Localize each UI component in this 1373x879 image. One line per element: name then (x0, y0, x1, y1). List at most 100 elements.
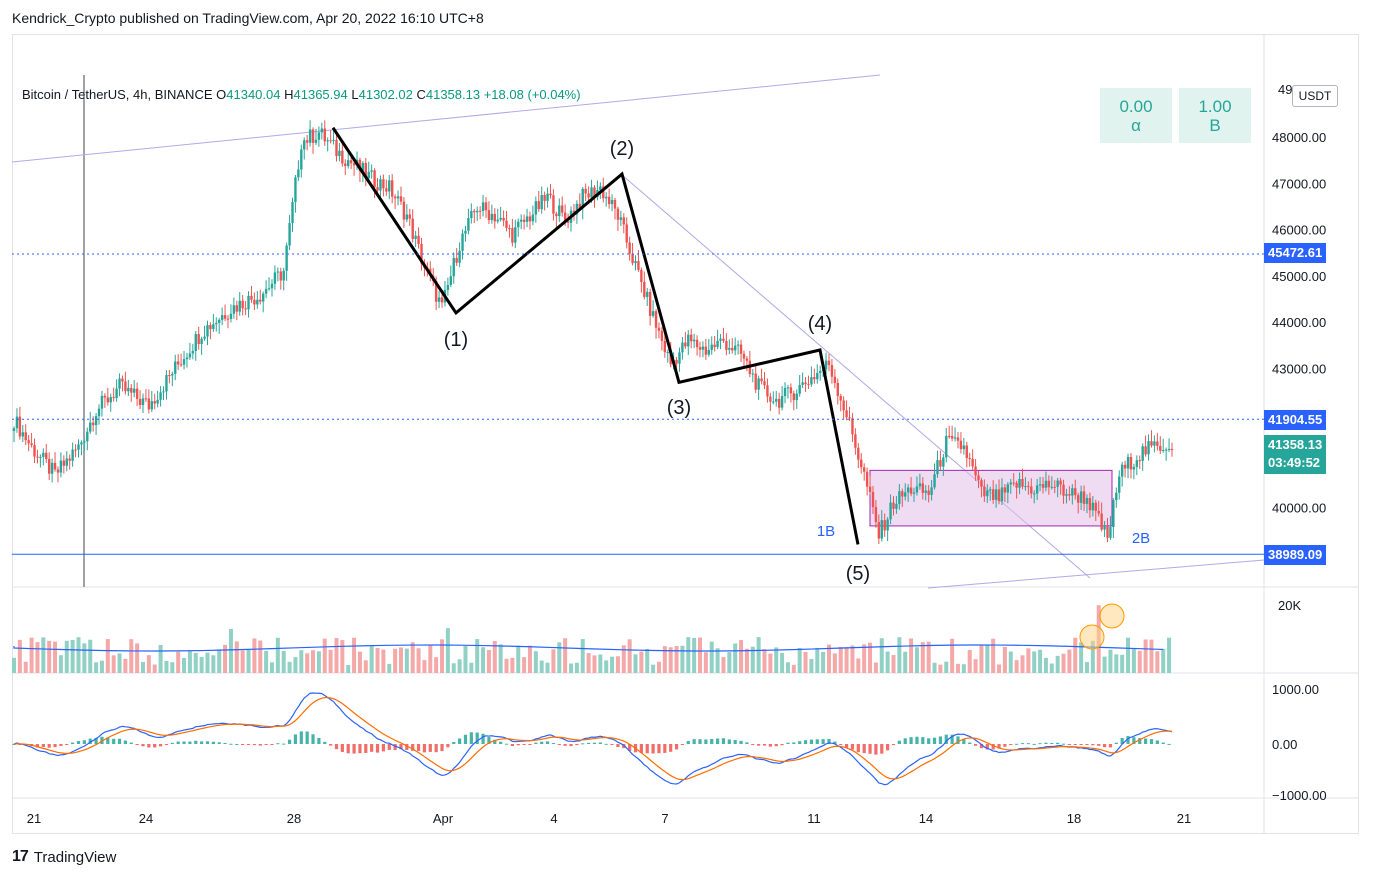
macd-histogram-bar (287, 739, 292, 744)
macd-histogram-bar (135, 744, 139, 745)
legend-close: 41358.13 (425, 87, 481, 102)
candle-body (135, 388, 139, 399)
candle-body (496, 219, 499, 222)
candle-body (115, 388, 118, 399)
candle-body (953, 437, 957, 439)
macd-histogram-bar (1061, 743, 1066, 745)
candle-body (235, 305, 239, 312)
candle-body (745, 358, 749, 361)
candle-body (918, 483, 922, 487)
candle-body (1162, 450, 1165, 452)
volume-bar (58, 655, 63, 673)
chart-text-layer: 48000.00 47000.00 46000.00 45000.00 44000.00… (27, 82, 1327, 826)
macd-histogram-bar (862, 744, 866, 754)
candle-body (933, 474, 936, 488)
macd-histogram-bar (1102, 744, 1107, 748)
candle-body (1088, 498, 1092, 511)
macd-histogram-bar (803, 740, 808, 744)
candle-body (417, 235, 420, 244)
candle-body (109, 397, 112, 403)
volume-bar (504, 658, 509, 673)
candle-body (989, 489, 992, 491)
macd-histogram-bar (1132, 737, 1136, 744)
macd-histogram-bar (47, 744, 51, 748)
volume-bar (569, 663, 574, 673)
volume-bar (709, 641, 714, 673)
candle-body (707, 350, 710, 355)
candle-body (218, 319, 221, 323)
wave-label: (4) (808, 313, 832, 335)
candle-body (250, 295, 253, 300)
candle-body (561, 205, 564, 213)
macd-histogram-bar (381, 744, 385, 752)
tradingview-footer[interactable]: 17 TradingView (12, 848, 116, 866)
legend-high-label: H (284, 87, 294, 102)
candle-body (889, 502, 892, 520)
candle-body (232, 305, 236, 314)
candle-body (185, 357, 189, 360)
macd-histogram-bar (1161, 742, 1165, 744)
volume-bar (680, 645, 685, 673)
volume-bar (920, 642, 925, 673)
macd-histogram-bar (610, 744, 614, 746)
macd-histogram-bar (1067, 744, 1071, 745)
macd-histogram-bar (639, 744, 643, 753)
candle-body (807, 384, 810, 386)
volume-bar (522, 657, 527, 673)
price-axis-tick: 40000.00 (1272, 500, 1326, 515)
candle-body (323, 128, 326, 142)
macd-histogram-bar (780, 744, 784, 746)
macd-histogram-bar (340, 744, 344, 752)
volume-bar (363, 660, 368, 673)
volume-bar (698, 637, 703, 673)
candle-body (511, 228, 514, 243)
candle-body (1164, 449, 1168, 451)
volume-bar (240, 650, 245, 673)
candle-body (42, 452, 45, 457)
candle-body (470, 210, 473, 219)
candle-body (45, 452, 48, 459)
macd-histogram-bar (657, 744, 661, 754)
candle-body (871, 492, 875, 508)
legend-low-label: L (351, 87, 359, 102)
macd-histogram-bar (598, 742, 602, 744)
candle-body (517, 221, 520, 228)
macd-histogram-bar (698, 739, 702, 744)
volume-bar (1120, 654, 1125, 673)
candle-body (24, 432, 27, 441)
macd-histogram-bar (323, 741, 327, 744)
macd-histogram-bar (428, 744, 432, 752)
macd-histogram-bar (1085, 744, 1089, 745)
volume-bar (762, 649, 767, 673)
candle-body (798, 384, 801, 394)
macd-histogram-bar (352, 744, 356, 754)
candle-body (47, 458, 51, 474)
volume-bar (909, 638, 914, 673)
volume-bar (492, 641, 497, 673)
symbol-legend: Bitcoin / TetherUS, 4h, BINANCE O41340.0… (22, 87, 581, 102)
candle-body (757, 378, 760, 390)
macd-histogram-bar (112, 738, 116, 744)
macd-histogram-bar (604, 743, 608, 745)
macd-histogram-bar (299, 731, 303, 744)
macd-histogram-bar (170, 742, 174, 744)
macd-histogram-bar (76, 741, 81, 744)
candle-body (91, 422, 95, 426)
volume-bar (1008, 651, 1013, 673)
volume-bar (170, 662, 175, 673)
volume-bar (862, 644, 867, 673)
currency-selector[interactable]: USDT (1292, 85, 1338, 107)
macd-histogram-bar (129, 742, 133, 744)
macd-histogram-bar (727, 739, 731, 744)
macd-histogram-bar (416, 744, 421, 751)
price-axis-tick-partial: 49 (1278, 82, 1292, 97)
legend-high: 41365.94 (293, 87, 348, 102)
volume-bar (434, 657, 439, 673)
candle-body (804, 382, 807, 385)
candle-body (997, 489, 1001, 502)
candle-body (200, 338, 203, 345)
candle-body (646, 291, 649, 297)
volume-bar (580, 639, 585, 673)
candle-body (625, 224, 628, 243)
